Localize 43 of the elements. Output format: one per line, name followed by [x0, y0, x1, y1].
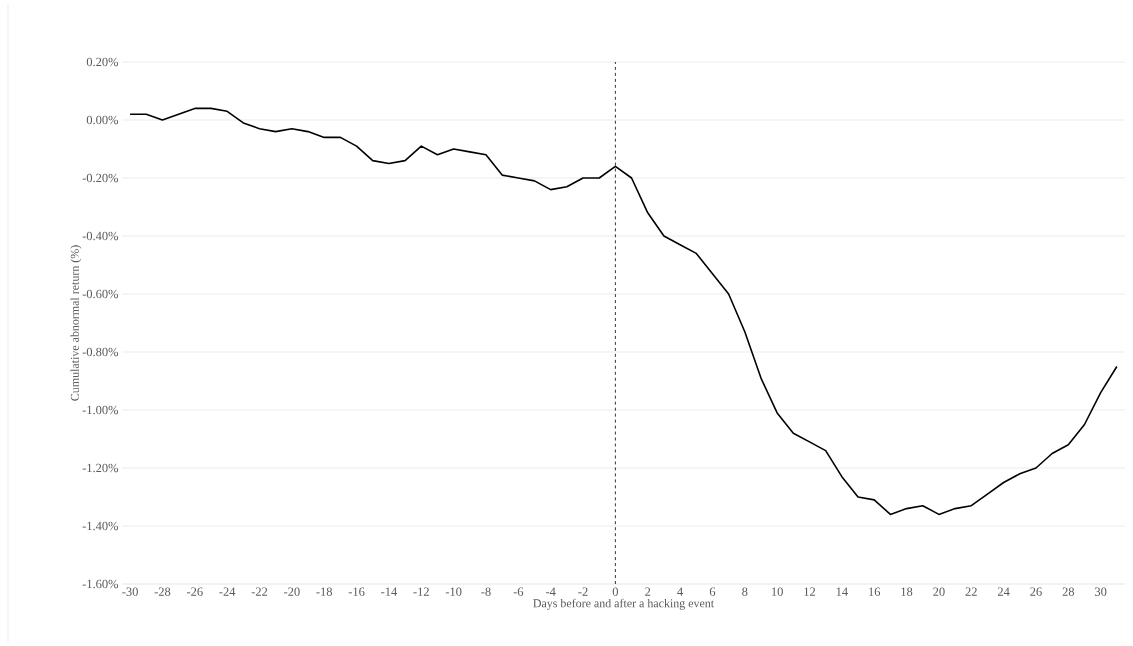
x-tick-label: -8 [481, 587, 491, 596]
y-tick-label: -0.20% [82, 173, 119, 183]
x-tick-label: -22 [251, 587, 268, 596]
x-tick-label: -28 [154, 587, 171, 596]
x-tick-label: -30 [122, 587, 138, 596]
x-tick-label: 12 [804, 587, 816, 596]
x-tick-label: -18 [316, 587, 333, 596]
x-tick-label: 2 [645, 587, 651, 596]
x-axis-title: Days before and after a hacking event [533, 598, 715, 610]
x-tick-label: 6 [709, 587, 716, 596]
x-tick-label: 0 [612, 587, 619, 596]
x-tick-label: 28 [1062, 587, 1075, 596]
y-tick-label: -1.20% [82, 463, 119, 473]
x-tick-label: -14 [381, 587, 398, 596]
x-tick-label: 22 [965, 587, 977, 596]
y-tick-label: -1.00% [82, 405, 119, 415]
x-tick-label: 30 [1095, 587, 1107, 596]
x-tick-label: 26 [1030, 587, 1042, 596]
y-axis-title: Cumulative abnormal return (%) [70, 245, 82, 401]
x-tick-label: -10 [445, 587, 462, 596]
y-tick-label: 0.20% [86, 57, 119, 67]
y-tick-label: -0.80% [82, 347, 119, 357]
y-tick-label: -1.60% [82, 579, 119, 589]
x-tick-label: 8 [742, 587, 748, 596]
x-tick-label: -26 [186, 587, 203, 596]
x-tick-label: 16 [869, 587, 881, 596]
x-tick-label: 4 [677, 587, 684, 596]
x-tick-label: -16 [348, 587, 365, 596]
x-tick-label: -6 [513, 587, 524, 596]
x-tick-label: -4 [545, 587, 556, 596]
x-tick-label: 24 [997, 587, 1010, 596]
x-tick-label: -12 [413, 587, 429, 596]
y-tick-label: -0.40% [82, 231, 119, 241]
x-tick-label: -20 [284, 587, 300, 596]
x-tick-label: 18 [901, 587, 913, 596]
x-tick-label: -2 [578, 587, 588, 596]
x-tick-label: -24 [219, 587, 236, 596]
x-tick-label: 10 [772, 587, 783, 596]
y-tick-label: -0.60% [82, 289, 119, 299]
y-tick-label: -1.40% [82, 521, 119, 531]
y-tick-label: 0.00% [86, 115, 119, 125]
x-tick-label: 14 [836, 587, 848, 596]
x-tick-label: 20 [933, 587, 945, 596]
